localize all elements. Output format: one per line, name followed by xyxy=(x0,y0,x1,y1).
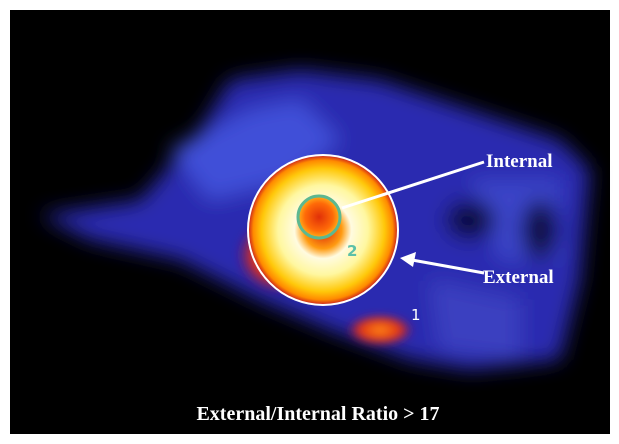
internal-arrow xyxy=(341,160,485,210)
arrow-head xyxy=(400,252,416,267)
internal-label: Internal xyxy=(486,151,553,172)
external-arrow xyxy=(411,258,485,275)
external-label: External xyxy=(483,267,554,288)
internal-outline xyxy=(296,194,342,240)
external-outline xyxy=(247,154,399,306)
internal-region xyxy=(299,197,339,237)
region-label: 1 xyxy=(411,306,421,324)
caption: External/Internal Ratio > 17 xyxy=(196,403,439,425)
hot-spot xyxy=(345,313,415,347)
region-label: 2 xyxy=(347,242,357,260)
